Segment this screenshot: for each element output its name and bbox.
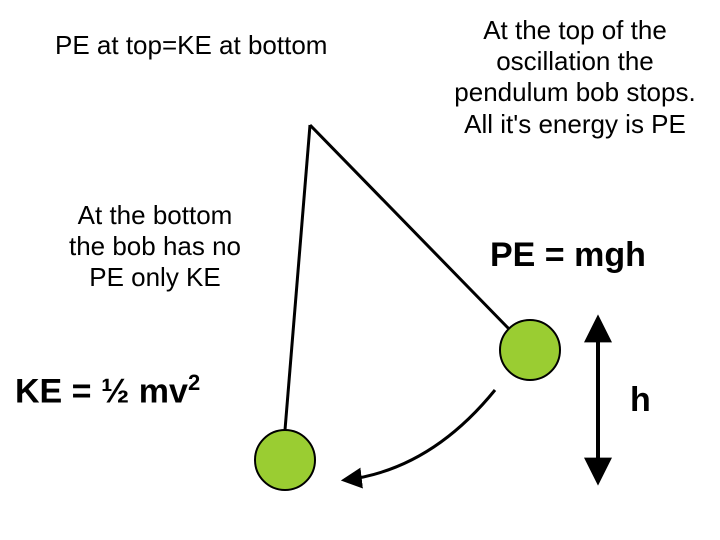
ke-formula-half: ½ xyxy=(101,372,129,410)
ke-formula-prefix: KE = xyxy=(15,372,101,410)
pendulum-string-bottom xyxy=(285,125,310,430)
pendulum-bob-top xyxy=(500,320,560,380)
pe-formula: PE = mgh xyxy=(490,235,646,276)
bottom-caption: At the bottom the bob has no PE only KE xyxy=(65,200,245,294)
ke-formula-mv: mv xyxy=(129,372,188,410)
pendulum-bob-bottom xyxy=(255,430,315,490)
ke-formula: KE = ½ mv2 xyxy=(15,370,200,412)
pendulum-string-top xyxy=(310,125,510,330)
swing-arc-arrow xyxy=(345,390,495,480)
ke-formula-exponent: 2 xyxy=(188,370,200,395)
diagram-title: PE at top=KE at bottom xyxy=(55,30,327,61)
height-label: h xyxy=(630,380,651,421)
top-caption: At the top of the oscillation the pendul… xyxy=(450,15,700,140)
